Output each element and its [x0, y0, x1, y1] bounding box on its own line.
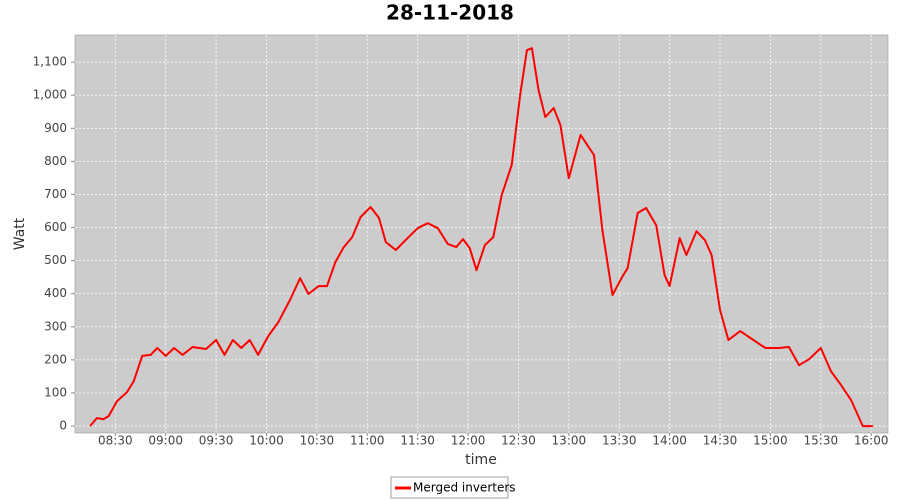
plot-area [74, 34, 889, 434]
y-axis-label: Watt [12, 217, 28, 250]
x-tick-label: 11:00 [350, 434, 385, 448]
legend-label: Merged inverters [413, 481, 516, 495]
x-tick-label: 16:00 [854, 434, 889, 448]
line-series [89, 47, 873, 428]
y-tick-label: 100 [44, 385, 67, 399]
legend-box [390, 476, 509, 499]
y-tick-label: 1,100 [33, 55, 67, 69]
y-tick-label: 900 [44, 121, 67, 135]
y-tick-label: 300 [44, 319, 67, 333]
x-tick-label: 09:00 [148, 434, 183, 448]
x-tick-label: 11:30 [400, 434, 435, 448]
x-tick-label: 15:30 [804, 434, 839, 448]
x-tick-label: 14:00 [652, 434, 687, 448]
x-tick-label: 15:00 [753, 434, 788, 448]
y-tick-label: 800 [44, 154, 67, 168]
chart-title: 28-11-2018 [386, 1, 514, 25]
x-tick-label: 10:30 [300, 434, 335, 448]
x-tick-label: 10:00 [249, 434, 284, 448]
x-tick-label: 13:00 [552, 434, 587, 448]
x-tick-label: 12:00 [451, 434, 486, 448]
y-tick-label: 0 [59, 419, 67, 433]
y-tick-label: 700 [44, 187, 67, 201]
x-tick-label: 12:30 [501, 434, 536, 448]
y-tick-label: 1,000 [33, 88, 67, 102]
x-tick-label: 08:30 [98, 434, 133, 448]
legend: Merged inverters [390, 476, 516, 499]
y-tick-label: 600 [44, 220, 67, 234]
y-tick-label: 500 [44, 253, 67, 267]
x-tick-label: 14:30 [703, 434, 738, 448]
y-tick-label: 400 [44, 286, 67, 300]
x-axis-label: time [465, 452, 497, 468]
y-tick-label: 200 [44, 352, 67, 366]
x-tick-label: 13:30 [602, 434, 637, 448]
x-tick-label: 09:30 [199, 434, 234, 448]
